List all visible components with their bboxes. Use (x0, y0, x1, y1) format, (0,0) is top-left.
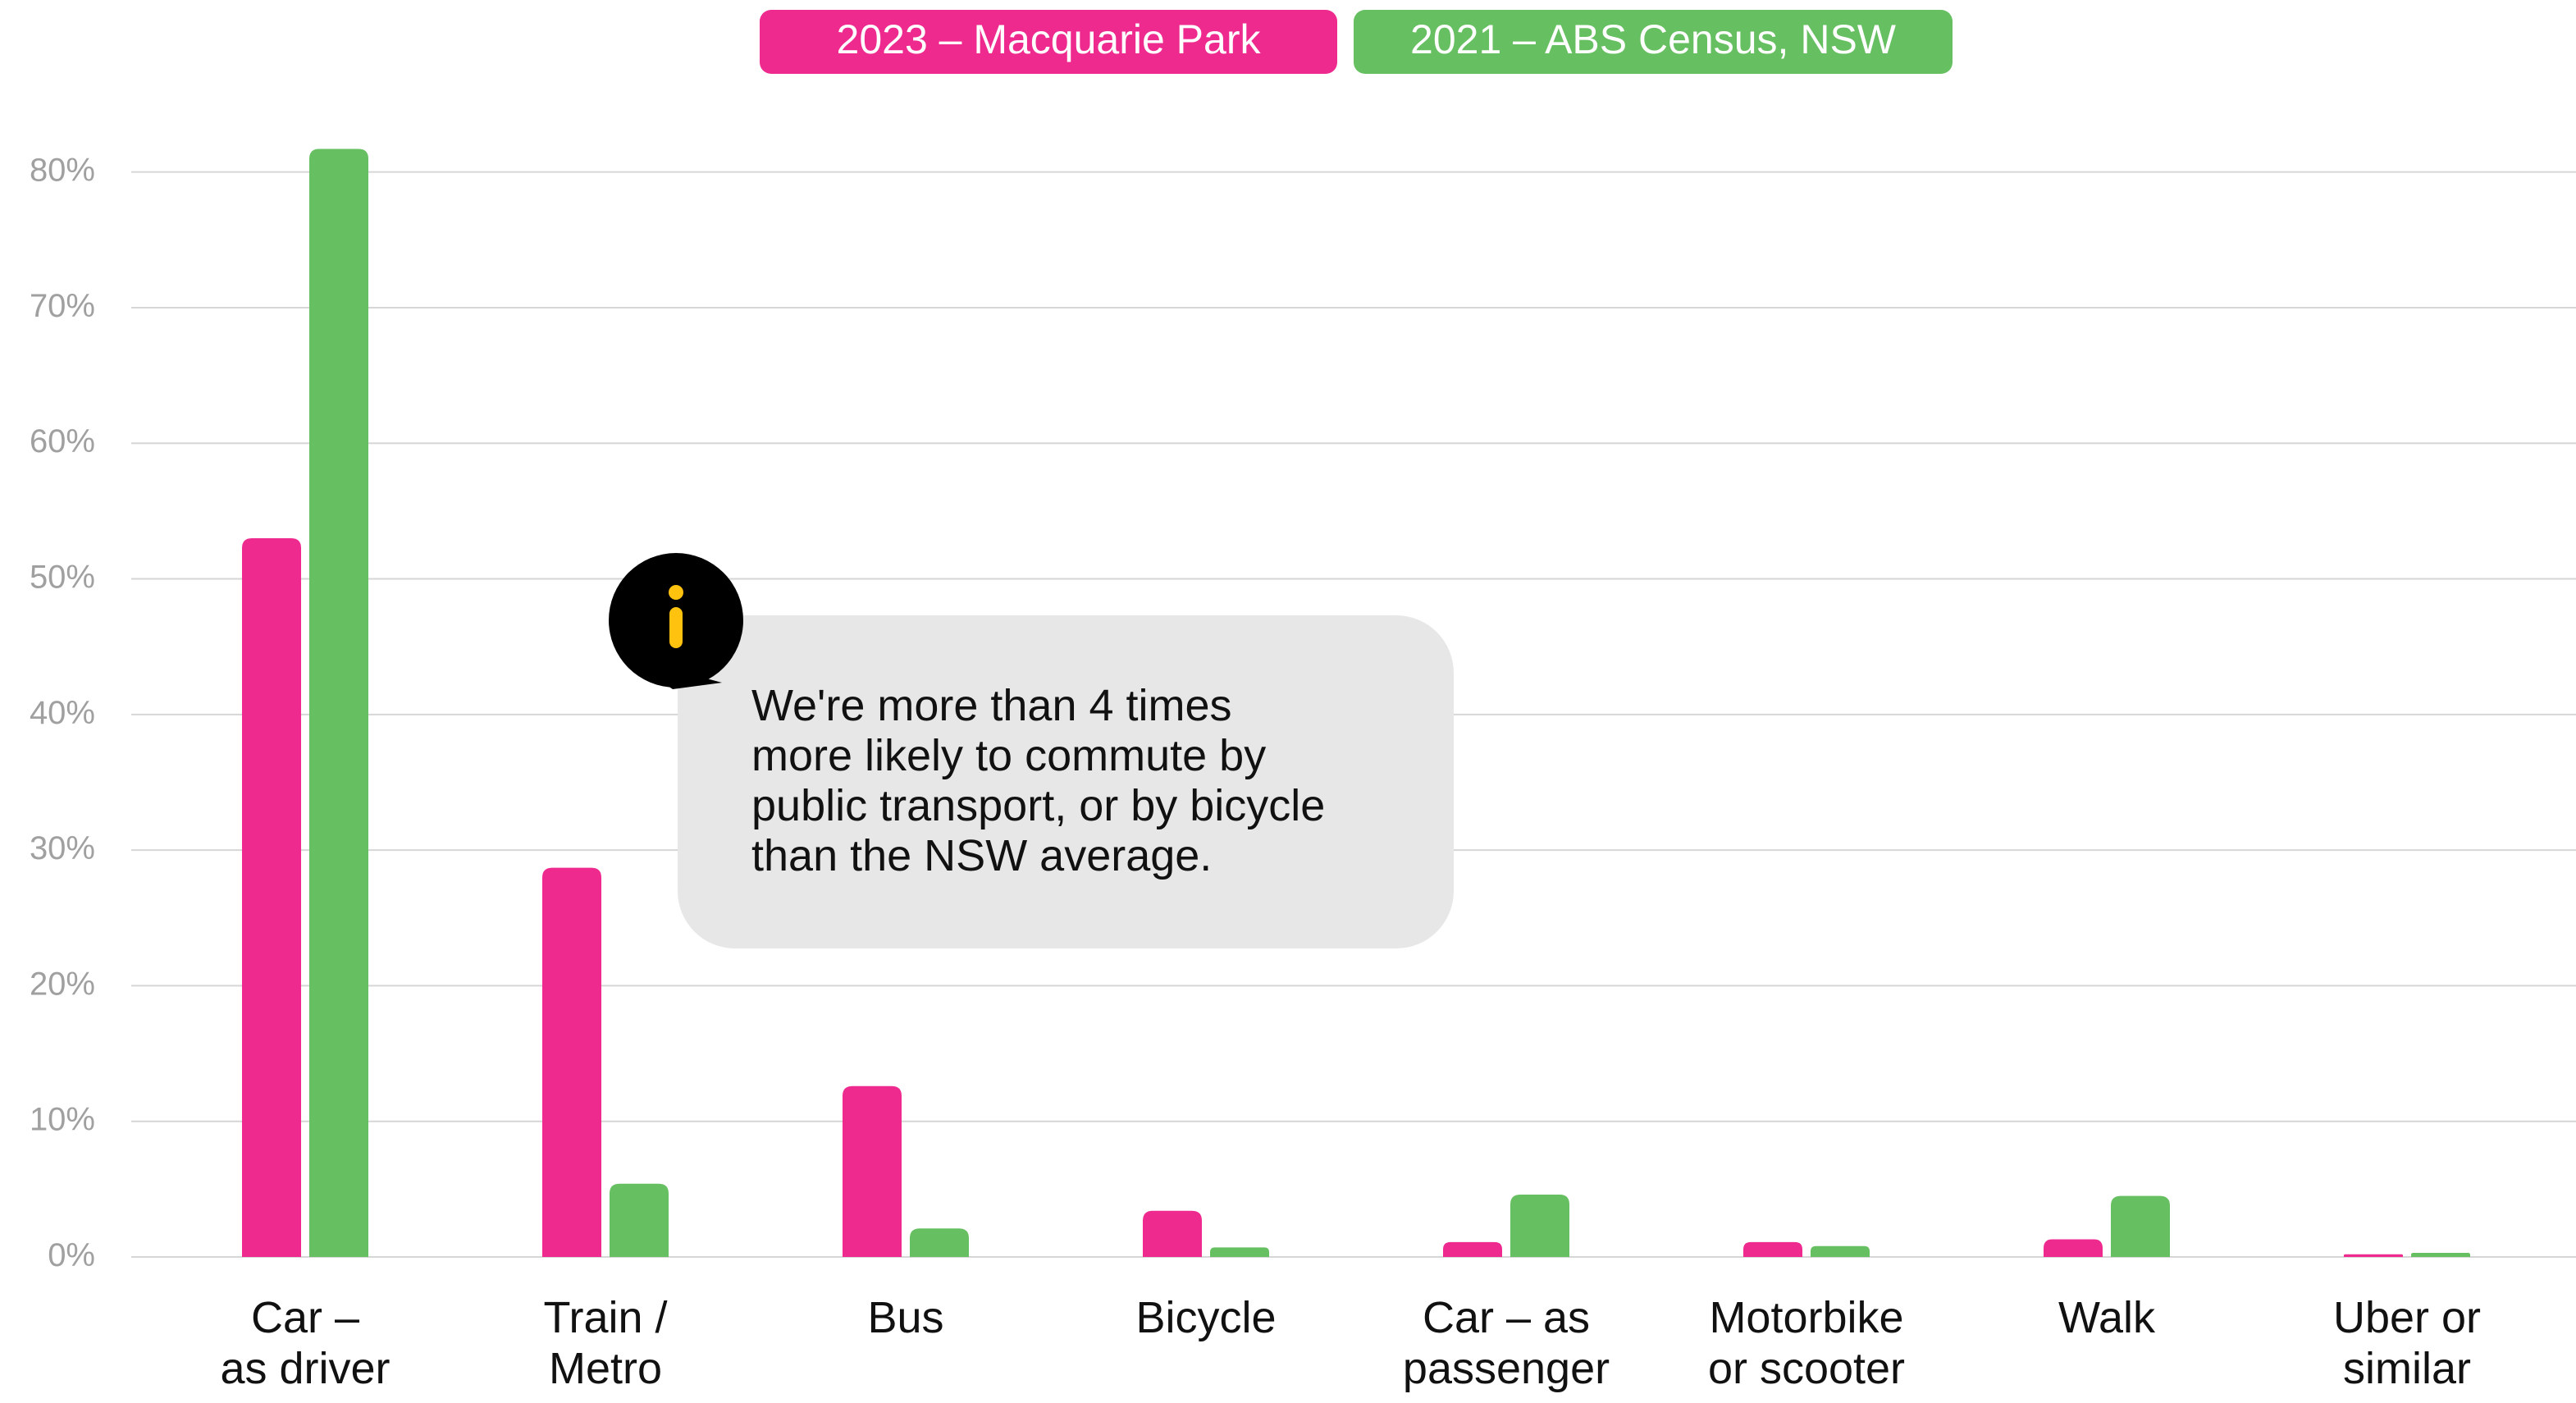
bar (1143, 1210, 1202, 1257)
x-tick-label: Motorbike or scooter (1708, 1293, 1905, 1393)
bar (910, 1228, 969, 1257)
info-dot (669, 585, 683, 600)
x-tick-label: Bus (867, 1293, 943, 1342)
bar (1811, 1245, 1870, 1257)
info-stem (669, 607, 683, 648)
y-tick-label: 70% (30, 288, 95, 324)
x-tick-label: Train / Metro (543, 1293, 667, 1393)
bar (2411, 1253, 2470, 1257)
y-tick-label: 20% (30, 966, 95, 1002)
y-tick-label: 10% (30, 1101, 95, 1137)
y-tick-label: 40% (30, 694, 95, 730)
annotation: We're more than 4 times more likely to co… (751, 681, 1325, 880)
bar (1443, 1241, 1502, 1257)
bar (2044, 1239, 2103, 1257)
bar (2111, 1195, 2170, 1257)
callout-box (678, 615, 1454, 948)
x-tick-label: Bicycle (1135, 1293, 1276, 1342)
bar (2344, 1254, 2403, 1257)
bar (843, 1085, 902, 1257)
x-tick-label: Car – as passenger (1403, 1293, 1610, 1393)
bar (1743, 1241, 1802, 1257)
x-tick-label: Car – as driver (220, 1293, 390, 1393)
y-tick-label: 0% (48, 1237, 95, 1273)
x-tick-label: Uber or similar (2333, 1293, 2481, 1393)
legend-swatch (760, 10, 1337, 74)
legend-label: 2021 – ABS Census, NSW (1410, 16, 1897, 62)
y-tick-label: 30% (30, 830, 95, 866)
legend-label: 2023 – Macquarie Park (837, 16, 1262, 62)
legend-swatch (1354, 10, 1953, 74)
callout (609, 553, 1454, 948)
bar (542, 867, 601, 1257)
x-tick-label: Walk (2058, 1293, 2156, 1342)
bar (610, 1183, 669, 1257)
bar (242, 537, 301, 1257)
y-tick-label: 50% (30, 559, 95, 595)
bar (1210, 1247, 1269, 1257)
bar (1510, 1194, 1569, 1257)
y-tick-label: 60% (30, 423, 95, 459)
y-tick-label: 80% (30, 152, 95, 188)
bar (309, 149, 368, 1257)
